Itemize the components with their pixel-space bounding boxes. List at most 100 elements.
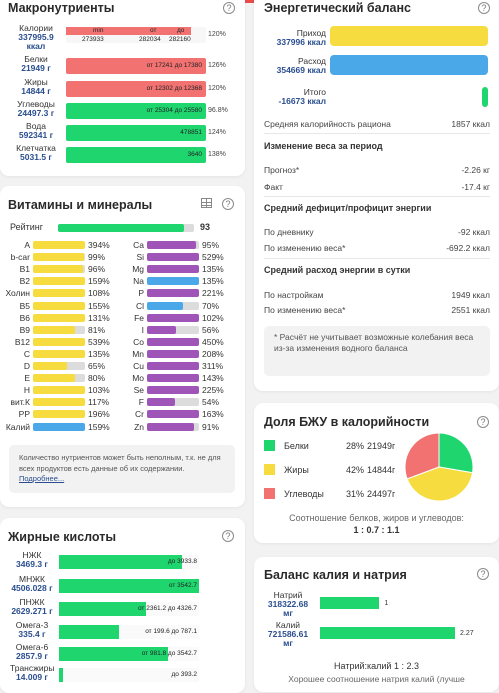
nutrient-row[interactable]: Mn 208% (114, 349, 234, 359)
fatty-acid-range: от 199.6 до 787.1 (145, 628, 197, 635)
nutrient-row[interactable]: E 80% (0, 373, 120, 383)
nutrient-percent: 196% (88, 409, 110, 420)
nutrient-percent: 539% (88, 336, 110, 347)
nutrient-percent: 96% (88, 264, 106, 275)
nutrient-percent: 529% (202, 252, 224, 263)
help-icon[interactable]: ? (477, 416, 489, 428)
nutrient-name: Холин (5, 288, 30, 299)
nutrient-percent: 103% (88, 385, 110, 396)
nutrient-row[interactable]: вит.К 117% (0, 397, 120, 407)
income-bar (330, 26, 488, 46)
nutrient-row[interactable]: Co 450% (114, 337, 234, 347)
nutrient-row[interactable]: Калий 159% (0, 422, 120, 432)
nutrient-name: B9 (19, 324, 30, 335)
nutrient-row[interactable]: P 221% (114, 288, 234, 298)
nutrient-row[interactable]: Cu 311% (114, 361, 234, 371)
nutrient-name: B5 (19, 300, 30, 311)
pie-slice (404, 432, 440, 480)
macro-row: Клетчатка 5031.5 г 3640 138% (8, 144, 246, 168)
deficit-title: Средний дефицит/профицит энергии (264, 203, 432, 213)
nutrient-percent: 155% (88, 300, 110, 311)
nutrient-row[interactable]: PP 196% (0, 409, 120, 419)
mineral-bar (320, 597, 380, 609)
nutrient-row[interactable]: Si 529% (114, 252, 234, 262)
bju-pie-chart (404, 432, 474, 502)
macro-bar: от 12302 до 12368 (66, 81, 206, 97)
weight-change-title: Изменение веса за период (264, 141, 383, 151)
help-icon[interactable]: ? (222, 198, 234, 210)
nutrient-percent: 450% (202, 336, 224, 347)
nutrient-name: B6 (19, 312, 30, 323)
nutrient-row[interactable]: C 135% (0, 349, 120, 359)
nutrient-name: Se (133, 385, 144, 396)
mineral-row: Калий 721586.61 мг 2.27 (262, 621, 492, 648)
nutrient-bar (147, 374, 199, 383)
nutrient-percent: 221% (202, 288, 224, 299)
nutrient-name: Mo (132, 373, 144, 384)
bju-ratio-value: 1 : 0.7 : 1.1 (353, 525, 400, 535)
fatty-acid-track: от 981.8 до 3542.7 (59, 647, 199, 661)
fatty-acid-fill (59, 647, 169, 661)
nutrient-row[interactable]: B6 131% (0, 313, 120, 323)
nutrient-row[interactable]: B2 159% (0, 276, 120, 286)
nutrient-name: PP (18, 409, 30, 420)
nutrient-row[interactable]: B9 81% (0, 325, 120, 335)
nutrient-row[interactable]: A 394% (0, 240, 120, 250)
rating-row: Рейтинг 93 (10, 222, 246, 234)
macro-name: Вода 592341 г (18, 121, 54, 140)
nutrient-row[interactable]: B12 539% (0, 337, 120, 347)
macro-name: Белки 21949 г (21, 54, 51, 73)
nutrient-bar (147, 410, 199, 419)
help-icon[interactable]: ? (478, 2, 490, 14)
nutrient-percent: 208% (202, 348, 224, 359)
nutrient-row[interactable]: Cr 163% (114, 409, 234, 419)
fatty-acid-fill (59, 625, 120, 639)
nutrient-name: I (141, 324, 144, 335)
fatty-acid-name: Трансжиры 14.009 г (10, 663, 55, 682)
nutrient-row[interactable]: Zn 91% (114, 422, 234, 432)
more-link[interactable]: Подробнее... (19, 474, 65, 483)
macro-range: от 17241 до 17380 (146, 62, 202, 69)
nutrient-name: Mn (132, 348, 144, 359)
help-icon[interactable]: ? (477, 568, 489, 580)
macro-range: 3640 (187, 151, 202, 158)
nutrient-row[interactable]: I 56% (114, 325, 234, 335)
nutrient-bar (147, 325, 199, 334)
nutrient-bar (33, 362, 85, 370)
nutrient-row[interactable]: Холин 108% (0, 288, 120, 298)
diary-row: По дневнику -92 ккал (264, 227, 490, 237)
bju-card: Доля БЖУ в калорийности ? Белки 28% 21949г… (254, 403, 499, 543)
nutrient-row[interactable]: Mo 143% (114, 373, 234, 383)
nutrient-row[interactable]: Na 135% (114, 276, 234, 286)
macro-row: Белки 21949 г от 17241 до 17380 126% (8, 55, 246, 79)
nutrient-row[interactable]: Cl 70% (114, 301, 234, 311)
nutrient-row[interactable]: Fe 102% (114, 313, 234, 323)
nutrient-row[interactable]: Se 225% (114, 385, 234, 395)
mineral-bar (320, 627, 455, 639)
macro-bar: от 17241 до 17380 (66, 58, 206, 74)
nutrient-row[interactable]: D 65% (0, 361, 120, 371)
min-label: min (93, 27, 104, 34)
nutrient-row[interactable]: Mg 135% (114, 264, 234, 274)
table-icon[interactable] (201, 198, 212, 208)
nutrient-percent: 117% (88, 397, 110, 408)
mineral-number: 1 (384, 600, 389, 607)
nutrient-row[interactable]: H 103% (0, 385, 120, 395)
nutrient-row[interactable]: B5 155% (0, 301, 120, 311)
potassium-sodium-card: Баланс калия и натрия ? Натрий 318322.68 … (254, 557, 499, 692)
energy-balance-title: Энергетический баланс (264, 1, 411, 15)
nutrient-percent: 91% (202, 421, 220, 432)
total-value: -16673 ккал (278, 96, 326, 106)
nutrient-name: H (23, 385, 30, 396)
nutrient-name: вит.К (10, 397, 30, 408)
fatty-acid-fill (59, 602, 146, 616)
fatty-acid-row: НЖК 3469.3 г до 3933.8 (10, 551, 199, 575)
nutrient-bar (33, 277, 85, 286)
nutrient-row[interactable]: B1 96% (0, 264, 120, 274)
help-icon[interactable]: ? (223, 2, 235, 14)
nutrient-percent: 80% (88, 373, 106, 384)
nutrient-row[interactable]: Ca 95% (114, 240, 234, 250)
nutrient-row[interactable]: b-car 99% (0, 252, 120, 262)
nutrient-row[interactable]: F 54% (114, 397, 234, 407)
help-icon[interactable]: ? (222, 530, 234, 542)
